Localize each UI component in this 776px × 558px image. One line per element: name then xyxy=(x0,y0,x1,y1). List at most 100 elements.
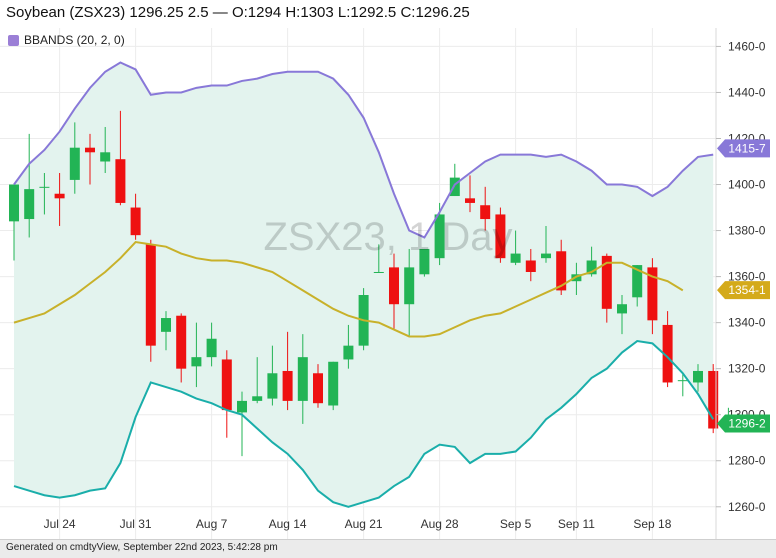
candle-body xyxy=(404,267,415,305)
y-tick-label: 1280-0 xyxy=(728,454,766,468)
candle xyxy=(39,173,50,215)
candle xyxy=(343,324,354,369)
chart[interactable]: ZSX23, 1 Day 1460-01440-01420-01400-0138… xyxy=(0,0,776,539)
candle-body xyxy=(130,207,141,236)
candle-body xyxy=(267,373,278,399)
price-tag-shape xyxy=(717,281,770,300)
candle xyxy=(54,173,65,226)
x-tick-label: Aug 14 xyxy=(269,517,307,531)
footer: Generated on cmdtyView, September 22nd 2… xyxy=(0,539,776,558)
candle xyxy=(389,253,399,330)
y-tick-label: 1320-0 xyxy=(728,362,766,376)
x-tick-label: Aug 21 xyxy=(345,517,383,531)
candle-body xyxy=(176,315,187,369)
candle-body xyxy=(480,205,491,220)
candle xyxy=(419,248,430,277)
price-tags: 1415-7 1354-1 1296-2 xyxy=(717,139,770,433)
candle-body xyxy=(313,373,323,404)
price-tag: 1296-2 xyxy=(717,414,770,433)
candle xyxy=(282,331,293,411)
candle xyxy=(130,193,141,240)
x-tick-label: Jul 24 xyxy=(44,517,76,531)
price-tag: 1354-1 xyxy=(717,281,770,300)
candle xyxy=(541,225,551,263)
x-tick-label: Aug 7 xyxy=(196,517,228,531)
candle xyxy=(404,248,415,337)
candle xyxy=(69,122,80,194)
candle-body xyxy=(389,267,399,305)
middle-band-line xyxy=(13,241,684,338)
candle-body xyxy=(586,260,597,275)
candle-body xyxy=(100,152,111,162)
candle-body xyxy=(237,400,247,413)
candle xyxy=(176,313,187,383)
candle-body xyxy=(693,370,703,383)
candle-body xyxy=(419,248,430,275)
candle-body xyxy=(662,324,673,383)
candle xyxy=(632,265,643,307)
candle-body xyxy=(617,304,627,314)
candle-body xyxy=(85,147,95,153)
bollinger-band-fill xyxy=(14,62,714,507)
x-tick-label: Sep 11 xyxy=(558,517,595,531)
candle xyxy=(191,322,202,388)
candle-body xyxy=(39,186,50,188)
candle-body xyxy=(434,214,445,259)
candle xyxy=(510,230,521,266)
candle-body xyxy=(601,255,612,309)
candle-body xyxy=(677,380,688,382)
legend-label: BBANDS (20, 2, 0) xyxy=(24,33,125,47)
price-tag-label: 1296-2 xyxy=(728,416,766,430)
candle xyxy=(328,361,339,411)
candle xyxy=(267,345,278,406)
price-tag-shape xyxy=(717,139,770,158)
lower-band-line xyxy=(13,339,715,508)
candle-body xyxy=(556,251,567,291)
candle-body xyxy=(282,370,293,401)
candle xyxy=(708,364,719,434)
watermark: ZSX23, 1 Day xyxy=(263,215,512,259)
candle xyxy=(161,311,171,351)
candle xyxy=(647,258,658,335)
price-tag-label: 1354-1 xyxy=(728,283,766,297)
candle-body xyxy=(328,361,339,406)
candle-body xyxy=(708,370,719,429)
candle xyxy=(465,175,475,213)
candle xyxy=(9,184,19,261)
x-tick-label: Sep 5 xyxy=(500,517,532,531)
y-axis: 1460-01440-01420-01400-01380-01360-01340… xyxy=(716,39,766,514)
candle-body xyxy=(252,396,263,401)
x-axis: Jul 24 Jul 31 Aug 7 Aug 14 Aug 21 Aug 28 Sep 5… xyxy=(44,517,672,531)
candle-body xyxy=(161,318,171,332)
candle-body xyxy=(9,184,19,222)
candle-body xyxy=(373,271,384,273)
candle xyxy=(206,322,217,367)
y-tick-label: 1380-0 xyxy=(728,224,766,238)
chart-title: Soybean (ZSX23) 1296.25 2.5 — O:1294 H:1… xyxy=(6,4,470,21)
candle-body xyxy=(191,357,202,367)
candle-body xyxy=(449,177,460,197)
candle-body xyxy=(647,267,658,321)
y-tick-label: 1460-0 xyxy=(728,39,766,53)
candle-body xyxy=(525,260,536,272)
candle-body xyxy=(221,359,232,411)
x-tick-label: Jul 31 xyxy=(120,517,152,531)
x-tick-label: Sep 18 xyxy=(633,517,671,531)
candle xyxy=(617,295,627,335)
candle xyxy=(495,207,506,263)
indicator-legend[interactable]: BBANDS (20, 2, 0) xyxy=(8,33,125,47)
candle-body xyxy=(145,244,156,346)
candle xyxy=(145,239,156,362)
legend-swatch xyxy=(8,34,19,46)
candle xyxy=(85,133,95,185)
candle xyxy=(24,133,35,238)
y-tick-label: 1440-0 xyxy=(728,85,766,99)
candle xyxy=(677,373,688,397)
candle xyxy=(662,311,673,388)
candle xyxy=(693,364,703,392)
candle xyxy=(100,126,111,174)
price-tag-shape xyxy=(717,414,770,433)
candle xyxy=(373,244,384,273)
candle-body xyxy=(24,189,35,220)
candle xyxy=(313,364,323,408)
